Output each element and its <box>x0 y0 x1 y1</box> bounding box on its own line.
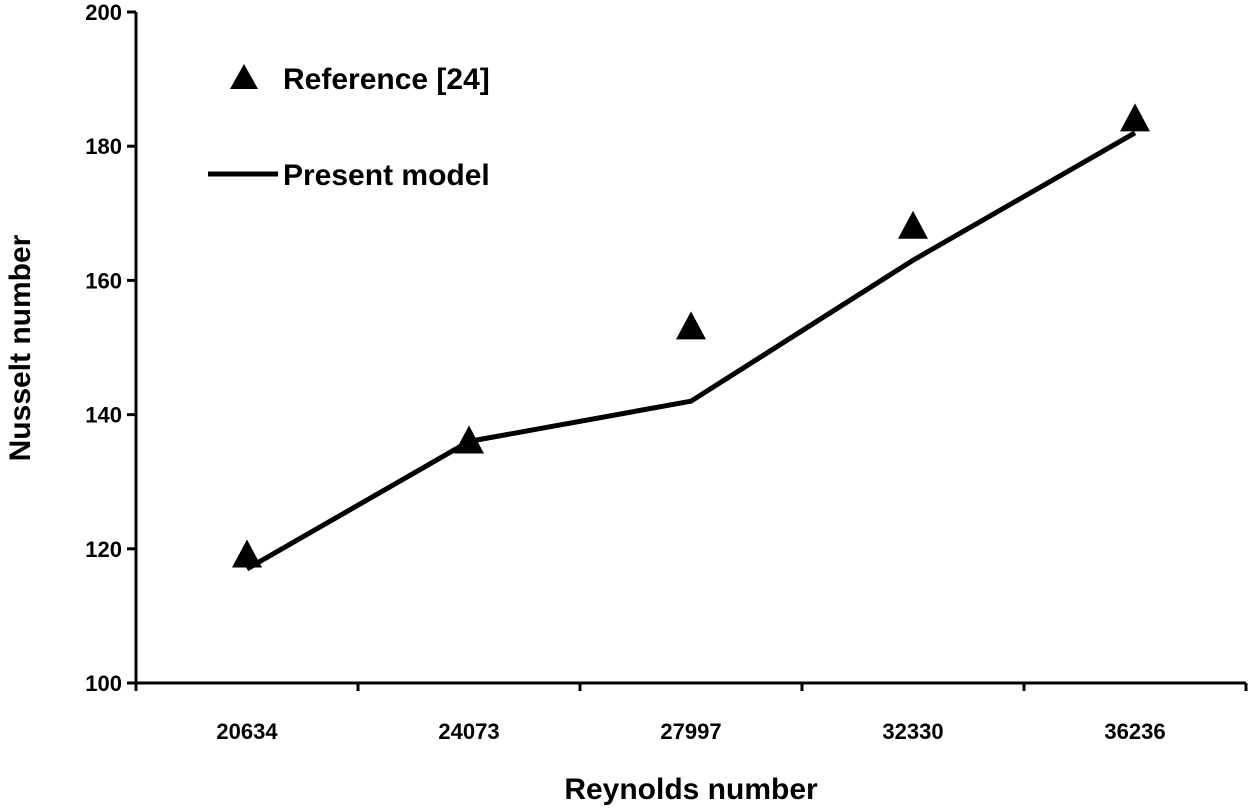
y-axis-title: Nusselt number <box>4 234 37 461</box>
x-axis-title: Reynolds number <box>564 773 818 806</box>
reference-triangle-point <box>1120 103 1150 132</box>
y-ticks: 100 120 140 160 180 200 <box>85 0 136 696</box>
present-model-line <box>245 130 1137 572</box>
x-tick-label: 27997 <box>660 719 721 744</box>
legend-label-present-model: Present model <box>283 159 490 192</box>
legend-item-reference: Reference [24] <box>230 63 490 96</box>
y-tick-label: 140 <box>85 403 122 428</box>
reference-triangle-point <box>232 539 262 568</box>
x-ticks: 20634 24073 27997 32330 36236 <box>134 683 1248 744</box>
series-layer <box>232 103 1150 572</box>
reference-triangle-point <box>898 210 928 239</box>
x-tick-label: 32330 <box>882 719 943 744</box>
legend-item-present-model: Present model <box>208 159 490 192</box>
y-tick-label: 100 <box>85 671 122 696</box>
y-tick-label: 160 <box>85 268 122 293</box>
y-tick-label: 200 <box>85 0 122 25</box>
x-tick-label: 36236 <box>1104 719 1165 744</box>
legend-triangle-marker <box>230 64 258 89</box>
plot-area: 100 120 140 160 180 200 20634 24073 27997 32330 3… <box>85 0 1248 744</box>
y-tick-label: 120 <box>85 537 122 562</box>
y-tick-label: 180 <box>85 134 122 159</box>
reference-triangle-point <box>676 311 706 340</box>
legend-label-reference: Reference [24] <box>283 63 490 96</box>
x-tick-label: 20634 <box>216 719 278 744</box>
reference-triangle-point <box>454 425 484 454</box>
legend: Reference [24] Present model <box>208 63 490 192</box>
x-tick-label: 24073 <box>438 719 499 744</box>
